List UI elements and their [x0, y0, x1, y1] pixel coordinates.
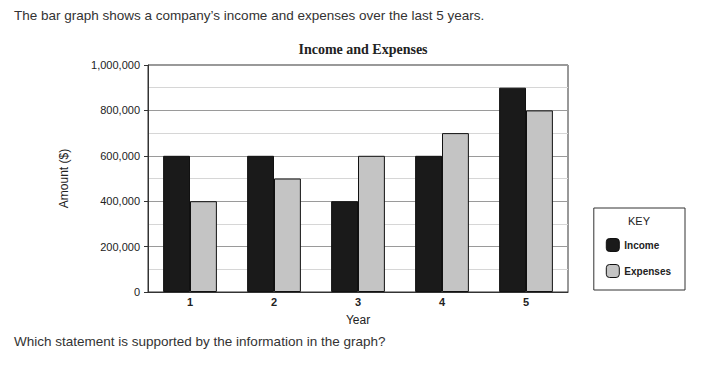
svg-text:600,000: 600,000 [100, 150, 140, 162]
svg-text:3: 3 [355, 296, 361, 308]
svg-text:2: 2 [271, 296, 277, 308]
svg-text:400,000: 400,000 [100, 195, 140, 207]
html-text:The bar graph shows a company’: The bar graph shows a company’s income a… [14, 8, 485, 23]
html-text:Which statement is supported b: Which statement is supported by the info… [14, 334, 386, 349]
svg-text:5: 5 [523, 296, 529, 308]
svg-text:1: 1 [187, 296, 193, 308]
svg-text:Expenses: Expenses [624, 266, 671, 277]
svg-text:0: 0 [134, 286, 140, 298]
svg-text:Amount ($): Amount ($) [57, 149, 71, 208]
svg-text:Income: Income [624, 240, 659, 251]
svg-text:Income and Expenses: Income and Expenses [298, 42, 428, 57]
svg-text:1,000,000: 1,000,000 [91, 59, 140, 71]
svg-text:4: 4 [439, 296, 446, 308]
svg-text:800,000: 800,000 [100, 104, 140, 116]
svg-text:200,000: 200,000 [100, 241, 140, 253]
svg-text:Year: Year [346, 313, 370, 327]
